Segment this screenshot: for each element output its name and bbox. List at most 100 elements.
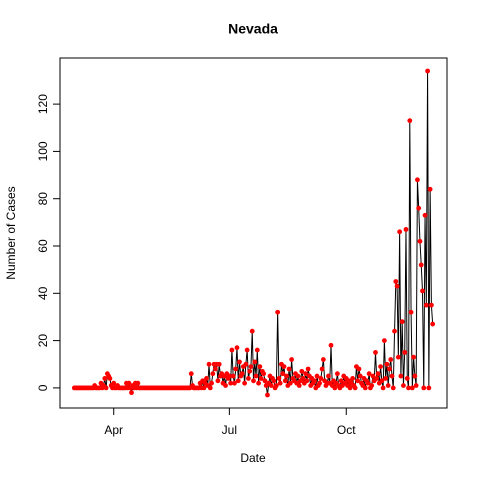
data-point <box>320 357 326 362</box>
data-point <box>286 366 292 372</box>
data-point <box>234 345 240 351</box>
y-tick-label: 60 <box>36 239 50 253</box>
data-point <box>347 385 353 391</box>
data-point <box>247 368 253 374</box>
data-point <box>249 328 255 334</box>
data-point <box>257 364 263 370</box>
data-point <box>411 354 417 360</box>
y-tick-label: 80 <box>36 192 50 206</box>
plot-frame <box>59 57 448 409</box>
data-point <box>312 378 317 384</box>
data-point <box>252 359 258 365</box>
data-point <box>296 383 302 388</box>
data-point <box>350 376 356 381</box>
y-tick-label: 20 <box>36 334 50 348</box>
data-point <box>421 385 427 391</box>
data-point <box>287 380 293 386</box>
data-point <box>273 383 279 388</box>
data-point <box>282 378 288 384</box>
data-point <box>365 380 371 386</box>
data-point <box>253 373 259 379</box>
data-point <box>387 366 392 372</box>
data-point <box>201 385 207 391</box>
data-point <box>271 378 277 384</box>
data-point <box>284 373 289 379</box>
y-axis-label: Number of Cases <box>4 186 18 279</box>
chart-title: Nevada <box>228 21 278 37</box>
data-point <box>304 378 310 384</box>
data-point <box>107 376 113 381</box>
data-point <box>254 347 260 353</box>
data-point <box>406 385 411 391</box>
data-point <box>243 361 249 367</box>
data-point <box>326 373 331 379</box>
data-point <box>430 321 436 327</box>
data-point <box>230 373 236 379</box>
data-point <box>242 380 248 386</box>
data-point <box>427 186 433 192</box>
data-point <box>295 373 301 379</box>
data-point <box>420 288 425 294</box>
data-point <box>395 354 401 360</box>
data-point <box>370 373 376 379</box>
data-point <box>328 342 334 348</box>
data-point <box>357 373 363 379</box>
data-point <box>256 380 261 386</box>
x-tick-label: Apr <box>104 423 123 437</box>
data-point <box>262 378 268 384</box>
y-tick-label: 40 <box>36 286 50 300</box>
x-axis-label: Date <box>240 451 266 465</box>
data-point <box>390 385 396 391</box>
data-point <box>378 364 383 370</box>
data-point <box>275 309 281 315</box>
data-point <box>317 380 322 386</box>
data-point <box>373 350 378 355</box>
data-point <box>318 376 324 381</box>
data-point <box>356 366 362 372</box>
data-point <box>258 376 264 381</box>
data-point <box>289 357 295 362</box>
data-point <box>402 350 408 355</box>
data-point <box>223 383 228 388</box>
data-point <box>332 385 338 391</box>
data-point <box>299 368 305 374</box>
data-point <box>375 371 381 377</box>
data-point <box>300 376 306 381</box>
data-point <box>389 373 395 379</box>
data-point <box>207 385 213 391</box>
data-point <box>352 385 358 391</box>
data-point <box>209 380 214 386</box>
data-point <box>305 366 311 372</box>
data-point <box>374 376 380 381</box>
data-point <box>380 385 386 391</box>
data-point <box>268 383 274 388</box>
data-point <box>204 376 209 381</box>
data-point <box>239 371 245 377</box>
data-point <box>416 205 422 211</box>
data-point <box>425 68 430 74</box>
data-point <box>398 373 404 379</box>
data-point <box>111 380 117 386</box>
data-point <box>246 376 251 381</box>
data-point <box>280 371 286 377</box>
data-point <box>379 378 385 384</box>
x-tick-label: Oct <box>337 423 356 437</box>
data-point <box>215 378 221 384</box>
data-point <box>102 376 108 381</box>
data-point <box>126 380 132 386</box>
data-point <box>303 371 308 377</box>
data-point <box>417 238 423 244</box>
data-point <box>188 371 194 377</box>
data-point <box>216 361 222 367</box>
data-point <box>129 390 134 396</box>
data-point <box>418 262 424 268</box>
data-point <box>212 366 218 372</box>
data-point <box>397 229 403 235</box>
y-tick-label: 0 <box>36 384 50 391</box>
data-point <box>383 376 389 381</box>
data-point <box>393 279 399 284</box>
data-point <box>233 366 239 372</box>
data-point <box>244 347 250 353</box>
data-point <box>385 383 391 388</box>
